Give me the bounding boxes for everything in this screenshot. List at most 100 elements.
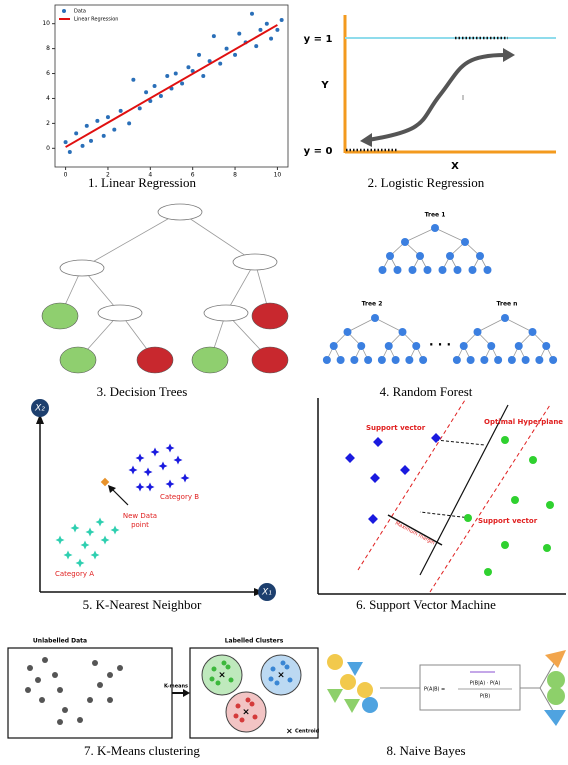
tree-node <box>330 342 338 350</box>
label: Optimal Hyperplane <box>484 418 563 426</box>
tree-node <box>364 356 372 364</box>
label: Category A <box>55 570 94 578</box>
tree-node <box>392 356 400 364</box>
tree-node <box>416 252 424 260</box>
label: Support vector <box>478 517 538 525</box>
tree-node <box>487 342 495 350</box>
class-b-point <box>501 436 509 444</box>
tree-node <box>542 342 550 350</box>
label: 8 <box>46 45 50 52</box>
cluster-point <box>285 665 290 670</box>
data-point <box>144 90 148 94</box>
class-b-point <box>543 544 551 552</box>
decision-node <box>158 204 202 220</box>
unlabelled-point <box>62 707 68 713</box>
data-point <box>95 119 99 123</box>
leaf-node <box>252 303 288 329</box>
leaf-node <box>137 347 173 373</box>
tree-node <box>378 356 386 364</box>
tree-node <box>460 342 468 350</box>
class-b-point <box>501 541 509 549</box>
tree-node <box>535 356 543 364</box>
tree-node <box>385 342 393 350</box>
label: X₁ <box>261 588 272 598</box>
tree-node <box>480 356 488 364</box>
unlabelled-point <box>117 665 123 671</box>
unlabelled-point <box>77 717 83 723</box>
data-point <box>275 28 279 32</box>
label: Tree n <box>497 301 518 308</box>
cluster-point <box>236 704 241 709</box>
cluster-point <box>226 665 231 670</box>
tree-node <box>453 356 461 364</box>
cluster-point <box>210 677 215 682</box>
centroid: × <box>218 671 226 681</box>
tree-node <box>412 342 420 350</box>
data-point <box>258 28 262 32</box>
tree-node <box>508 356 516 364</box>
unlabelled-point <box>25 687 31 693</box>
data-point <box>225 47 229 51</box>
data-point <box>250 12 254 16</box>
label: 4 <box>46 95 50 102</box>
tree-node <box>461 238 469 246</box>
label: 0 <box>64 172 68 179</box>
data-point <box>138 106 142 110</box>
label: · · · <box>429 338 451 352</box>
leaf-node <box>252 347 288 373</box>
decision-node <box>204 305 248 321</box>
cluster-point <box>250 702 255 707</box>
caption: 4. Random Forest <box>380 384 473 399</box>
class-b-point <box>484 568 492 576</box>
data-point <box>64 140 68 144</box>
label: 6 <box>46 70 50 77</box>
unlabelled-point <box>57 687 63 693</box>
shape <box>362 697 378 713</box>
data-point <box>186 65 190 69</box>
caption: 1. Linear Regression <box>88 175 196 190</box>
label: 10 <box>274 172 282 179</box>
tree-node <box>379 266 387 274</box>
unlabelled-point <box>39 697 45 703</box>
label: P(A|B) = <box>424 687 445 693</box>
cluster-point <box>216 681 221 686</box>
class-b-point <box>529 456 537 464</box>
tree-node <box>431 224 439 232</box>
data-point <box>119 109 123 113</box>
cluster-point <box>269 677 274 682</box>
data-point <box>131 78 135 82</box>
cluster-point <box>288 678 293 683</box>
data-point <box>254 44 258 48</box>
label: Tree 2 <box>362 301 383 308</box>
tree-node <box>357 342 365 350</box>
tree-node <box>529 328 537 336</box>
label: K-means <box>164 684 188 690</box>
label: Category B <box>160 493 199 501</box>
data-point <box>112 128 116 132</box>
shape <box>327 654 343 670</box>
centroid: × <box>242 708 250 718</box>
label: Labelled Clusters <box>225 638 284 645</box>
decision-node <box>233 254 277 270</box>
cluster-point <box>234 714 239 719</box>
tree-node <box>399 328 407 336</box>
cluster-point <box>246 698 251 703</box>
data-point <box>233 53 237 57</box>
label: point <box>131 521 149 529</box>
tree-node <box>484 266 492 274</box>
data-point <box>153 84 157 88</box>
caption: 6. Support Vector Machine <box>356 597 496 612</box>
shape <box>357 682 373 698</box>
tree-node <box>386 252 394 260</box>
label: Unlabelled Data <box>33 638 87 645</box>
tree-node <box>344 328 352 336</box>
label: New Data <box>123 512 157 520</box>
leaf-node <box>60 347 96 373</box>
label: Tree 1 <box>425 212 446 219</box>
tree-node <box>474 328 482 336</box>
unlabelled-point <box>97 682 103 688</box>
label: y = 0 <box>304 146 333 157</box>
tree-node <box>501 314 509 322</box>
tree-node <box>371 314 379 322</box>
tree-node <box>439 266 447 274</box>
